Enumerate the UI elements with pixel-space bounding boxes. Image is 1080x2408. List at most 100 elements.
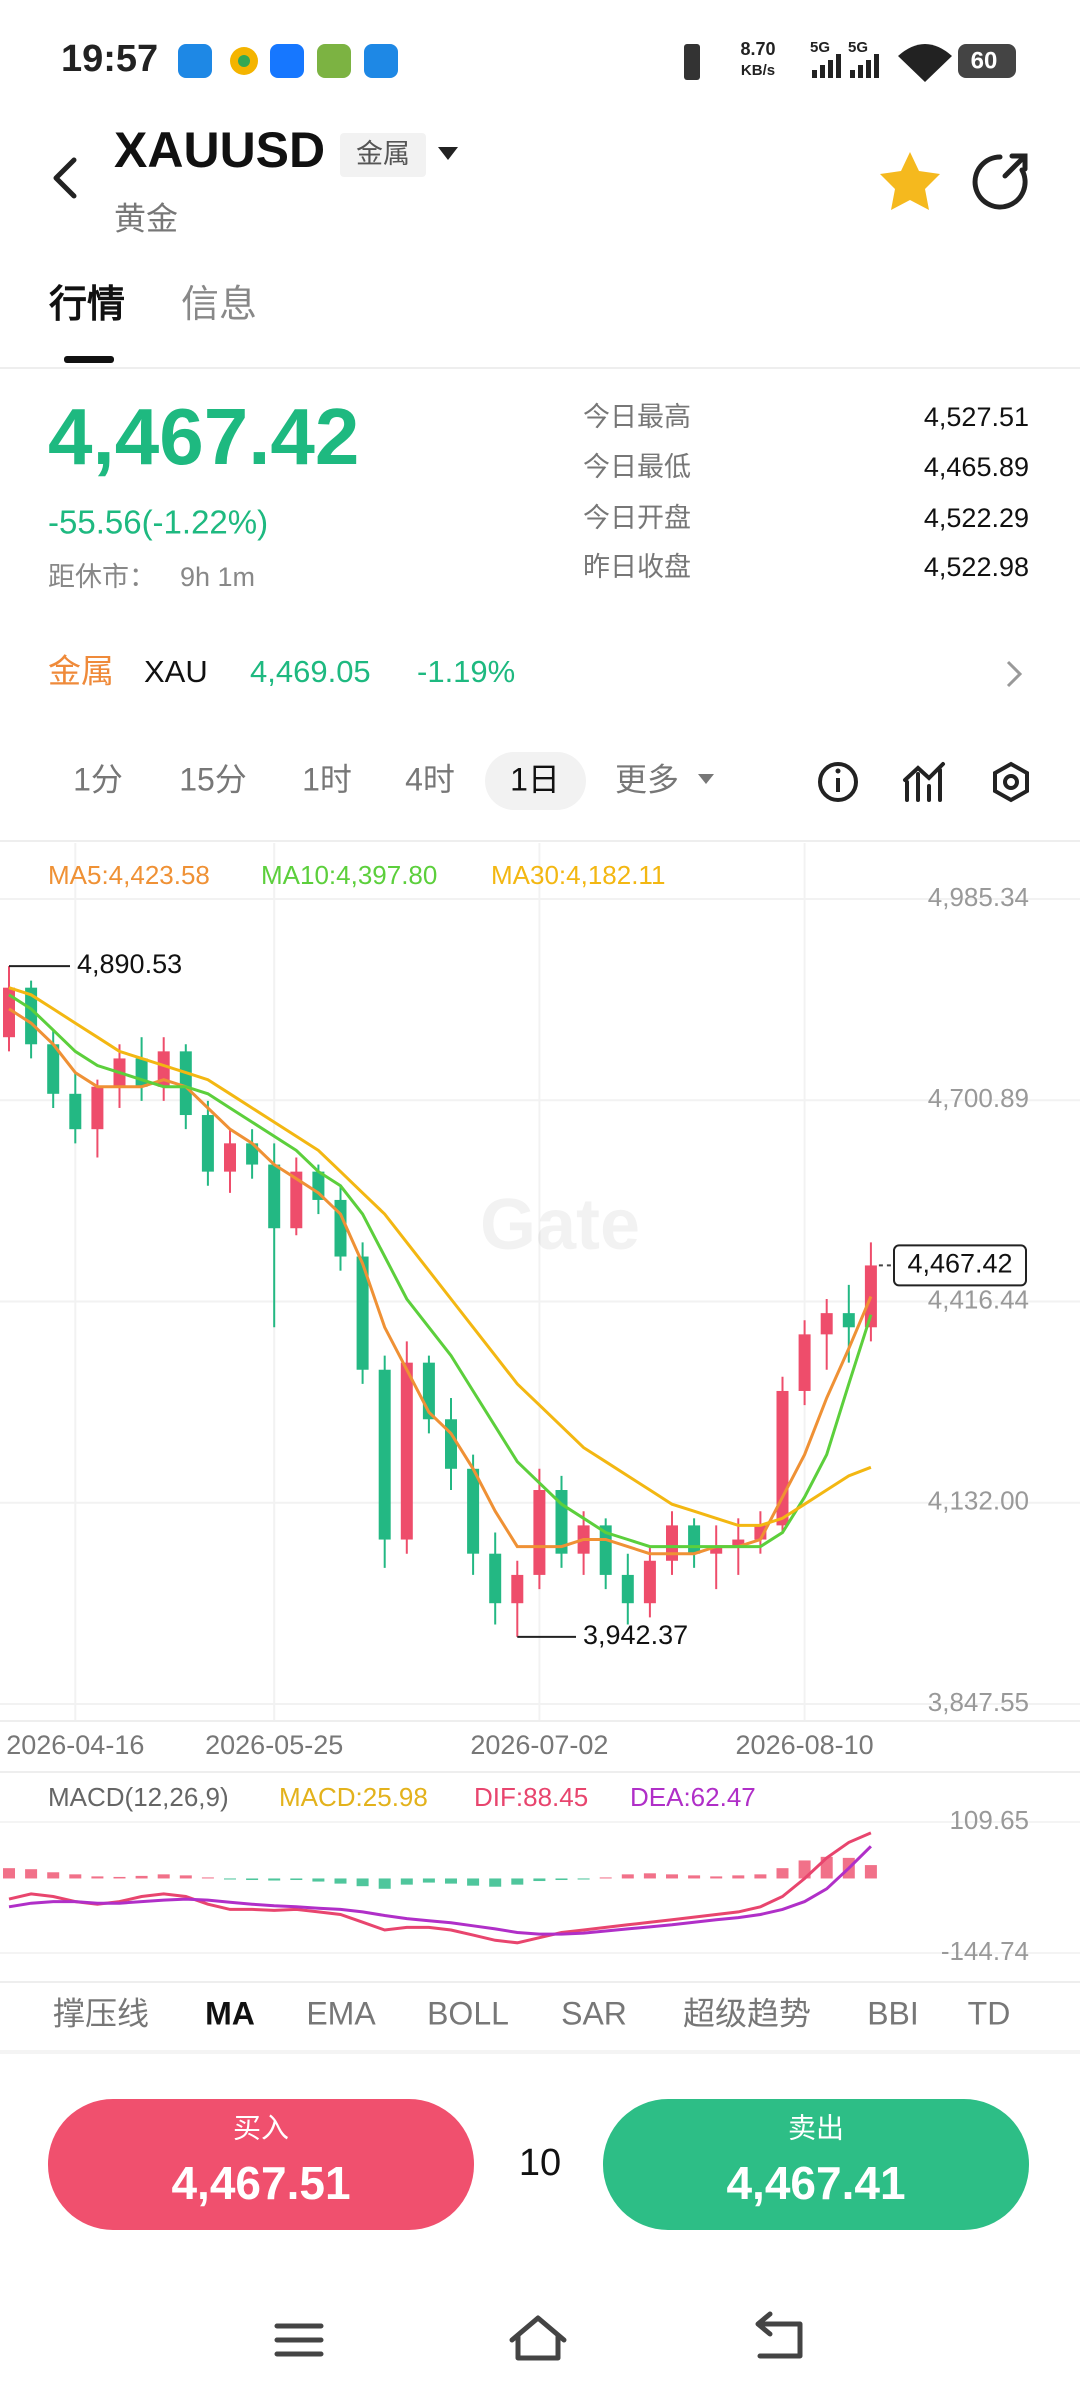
macd-bar [91,1876,104,1879]
timeframe[interactable]: 4时 [405,761,455,797]
candle-body [643,1560,656,1604]
y-tick-label: 3,847.55 [928,1687,1029,1717]
macd-bar [268,1878,281,1881]
macd-line [8,1831,872,1945]
macd-bar [290,1878,303,1881]
metal-code: XAU [144,654,208,689]
legend-entry: DIF:88.45 [474,1782,588,1812]
favorite-star[interactable] [880,152,940,210]
status-time: 19:57 [61,38,158,80]
info-button[interactable] [818,762,858,802]
ma-line [8,986,872,1527]
macd-bar [201,1877,214,1879]
wifi-icon [898,44,952,82]
indicator-tab[interactable]: SAR [561,1995,627,2031]
candle-body [312,1171,325,1200]
nav-menu[interactable] [274,2323,324,2357]
sim2-label: 5G [848,39,868,56]
more-dropdown[interactable] [698,774,714,784]
candle-body [533,1490,546,1575]
metal-row-chevron[interactable] [1006,660,1023,688]
candle-body [864,1265,877,1328]
macd-bar [864,1865,877,1879]
macd-bar [710,1876,723,1879]
stat-label: 今日最高 [583,402,691,432]
candle-body [798,1334,811,1391]
symbol-dropdown[interactable] [438,147,458,160]
macd-bar [599,1877,612,1879]
indicator-tab[interactable]: MA [205,1995,255,2031]
timeframe[interactable]: 1日 [510,761,560,797]
macd-bar [157,1874,170,1879]
indicator-button[interactable] [903,762,945,802]
candle-body [179,1051,192,1116]
status-app-icons [178,44,398,78]
macd-bar [312,1878,325,1882]
signal-1 [812,54,841,78]
stat-value: 4,522.29 [924,503,1029,533]
macd-title: MACD(12,26,9) [48,1782,229,1812]
x-tick-label: 2026-08-10 [736,1730,874,1760]
metal-price: 4,469.05 [250,654,371,689]
nav-home[interactable] [509,2315,567,2361]
close-label: 距休市： [48,562,156,592]
candle-body [69,1093,82,1130]
macd-bar [135,1875,148,1879]
macd-bar [489,1878,502,1887]
candle-body [621,1574,634,1604]
sell-price: 4,467.41 [726,2157,905,2209]
candle-body [842,1313,855,1328]
tab[interactable]: 行情 [49,284,125,326]
min-label: 3,942.37 [583,1620,688,1650]
buy-button[interactable] [48,2099,474,2230]
stat-label: 今日最低 [583,452,691,482]
candle-body [3,987,15,1038]
timeframe[interactable]: 1分 [73,761,123,797]
macd-bar [467,1878,480,1886]
buy-price: 4,467.51 [171,2157,350,2209]
buy-label: 买入 [233,2112,289,2143]
stats: 今日最高 4,527.51 今日最低 4,465.89 今日开盘 4,522.29 昨日收盘… [583,402,1029,582]
y-tick-label: -144.74 [941,1936,1029,1966]
legend-entry: MACD:25.98 [279,1782,428,1812]
candle-body [25,987,38,1045]
indicator-tab[interactable]: BOLL [427,1995,509,2031]
macd-chart: MACD(12,26,9) MACD:25.98 DIF:88.45 DEA:62.4… [0,1782,1080,1966]
macd-bar [422,1878,435,1883]
nav-back[interactable] [755,2311,803,2359]
share-button[interactable] [972,153,1028,210]
candle-body [688,1525,701,1554]
symbol-tag: 金属 [356,139,410,169]
legend-entry: MA10:4,397.80 [261,860,437,890]
tab[interactable]: 信息 [181,284,257,326]
y-tick-label: 4,416.44 [928,1284,1029,1314]
signal-2 [850,54,879,78]
candle-body [201,1115,214,1172]
timeframe[interactable]: 15分 [179,761,247,797]
candle-body [356,1256,369,1370]
back-button[interactable] [53,157,77,199]
timeframe[interactable]: 更多 [615,761,679,797]
tabs: 行情 信息 [49,284,257,326]
timeframe[interactable]: 1时 [302,761,352,797]
indicator-tab[interactable]: BBI [867,1995,919,2031]
indicator-tab[interactable]: 超级趋势 [683,1995,811,2031]
candle-body [290,1171,303,1229]
macd-bar [69,1874,82,1879]
indicator-tab[interactable]: TD [968,1995,1011,2031]
macd-bar [577,1878,590,1880]
sell-button[interactable] [603,2099,1029,2230]
macd-bar [25,1869,38,1879]
macd-bar [666,1874,678,1879]
symbol-name: 黄金 [114,200,178,236]
indicator-bottom-border [0,2050,1080,2054]
indicator-tab[interactable]: 撑压线 [53,1995,149,2031]
timeframes: 1分 15分 1时 4时 1日 更多 [73,761,679,797]
indicator-tab[interactable]: EMA [306,1995,376,2031]
ma-line [8,993,873,1549]
macd-bar [621,1874,634,1879]
candle-body [820,1313,833,1335]
macd-bar [3,1868,15,1879]
settings-button[interactable] [993,761,1029,803]
candle-body [47,1044,60,1094]
